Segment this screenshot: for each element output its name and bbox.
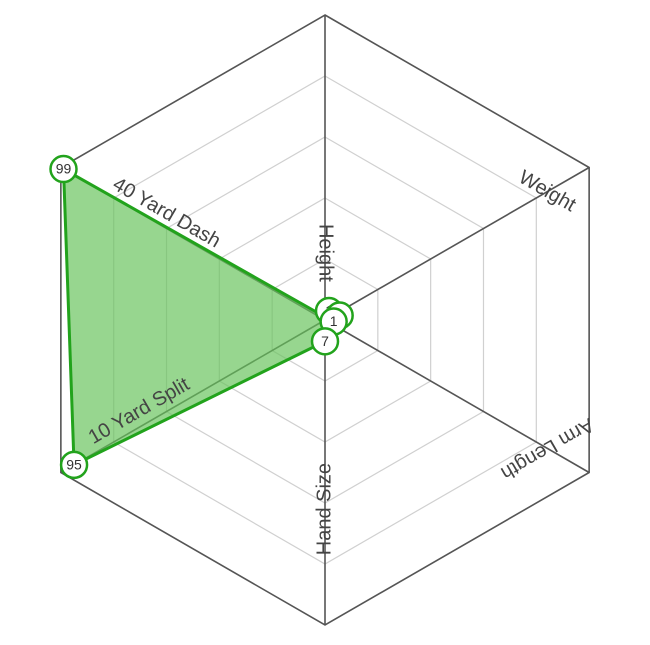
axis-label-hand-size: Hand Size <box>313 463 335 555</box>
data-point: 99 <box>49 154 78 184</box>
axis-spoke-2 <box>324 319 590 474</box>
data-label: 95 <box>66 457 82 473</box>
data-point-marker <box>59 450 89 480</box>
axis-label-height: Height <box>315 224 337 282</box>
data-point-marker <box>310 327 340 356</box>
axis-spoke-1 <box>324 166 590 321</box>
data-points: 11179599 <box>49 154 354 480</box>
data-label: 7 <box>321 333 329 349</box>
axis-label-arm-length: Arm Length <box>497 413 598 484</box>
data-point-marker <box>49 154 78 184</box>
data-point: 7 <box>310 327 340 356</box>
data-label: 1 <box>330 313 338 329</box>
data-label: 99 <box>56 161 72 177</box>
data-point: 95 <box>59 450 89 480</box>
